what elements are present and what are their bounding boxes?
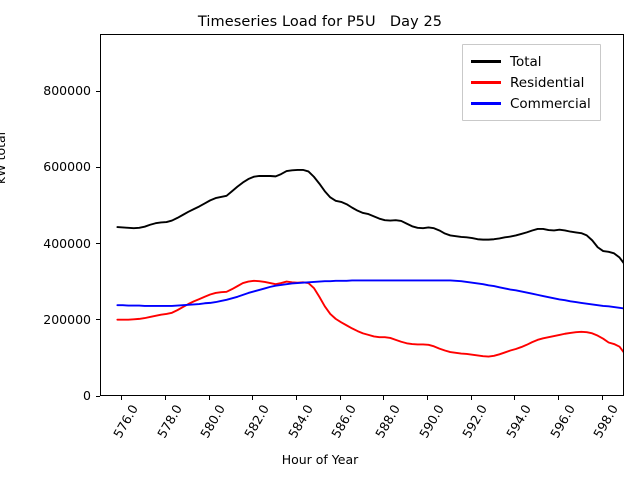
y-tick-mark — [96, 395, 100, 397]
series-line-residential — [116, 279, 623, 358]
y-tick-label: 600000 — [43, 159, 91, 175]
y-tick-mark — [96, 319, 100, 321]
y-tick-label: 200000 — [43, 311, 91, 327]
x-tick-mark — [470, 396, 472, 400]
legend-label-residential: Residential — [510, 74, 585, 91]
legend-label-commercial: Commercial — [510, 95, 591, 112]
x-tick-mark — [514, 396, 516, 400]
y-tick-label: 400000 — [43, 235, 91, 251]
y-tick-label: 0 — [83, 388, 91, 403]
legend-swatch-total — [471, 60, 501, 63]
x-tick-mark — [601, 396, 603, 400]
x-tick-mark — [383, 396, 385, 400]
legend-label-total: Total — [510, 53, 542, 70]
x-tick-mark — [252, 396, 254, 400]
series-canvas — [116, 168, 623, 358]
plot-area — [100, 34, 624, 396]
y-tick-mark — [96, 243, 100, 245]
legend-item-residential: Residential — [471, 72, 591, 93]
legend-swatch-residential — [471, 81, 501, 84]
y-tick-mark — [96, 166, 100, 168]
x-tick-mark — [558, 396, 560, 400]
x-tick-mark — [208, 396, 210, 400]
x-tick-mark — [121, 396, 123, 400]
x-axis-label: Hour of Year — [281, 452, 359, 467]
y-axis-label: kW total — [0, 131, 8, 184]
chart-figure: Timeseries Load for P5U Day 25 kW total … — [0, 14, 624, 467]
y-tick-label: 800000 — [43, 83, 91, 99]
x-tick-mark — [165, 396, 167, 400]
x-tick-mark — [339, 396, 341, 400]
chart-legend: Total Residential Commercial — [462, 44, 601, 121]
series-line-total — [116, 168, 623, 264]
x-tick-mark — [296, 396, 298, 400]
chart-title: Timeseries Load for P5U Day 25 — [197, 14, 443, 30]
x-tick-mark — [427, 396, 429, 400]
series-line-commercial — [116, 279, 623, 310]
legend-swatch-commercial — [471, 102, 501, 105]
legend-item-total: Total — [471, 51, 591, 72]
y-tick-mark — [96, 90, 100, 92]
legend-item-commercial: Commercial — [471, 93, 591, 114]
